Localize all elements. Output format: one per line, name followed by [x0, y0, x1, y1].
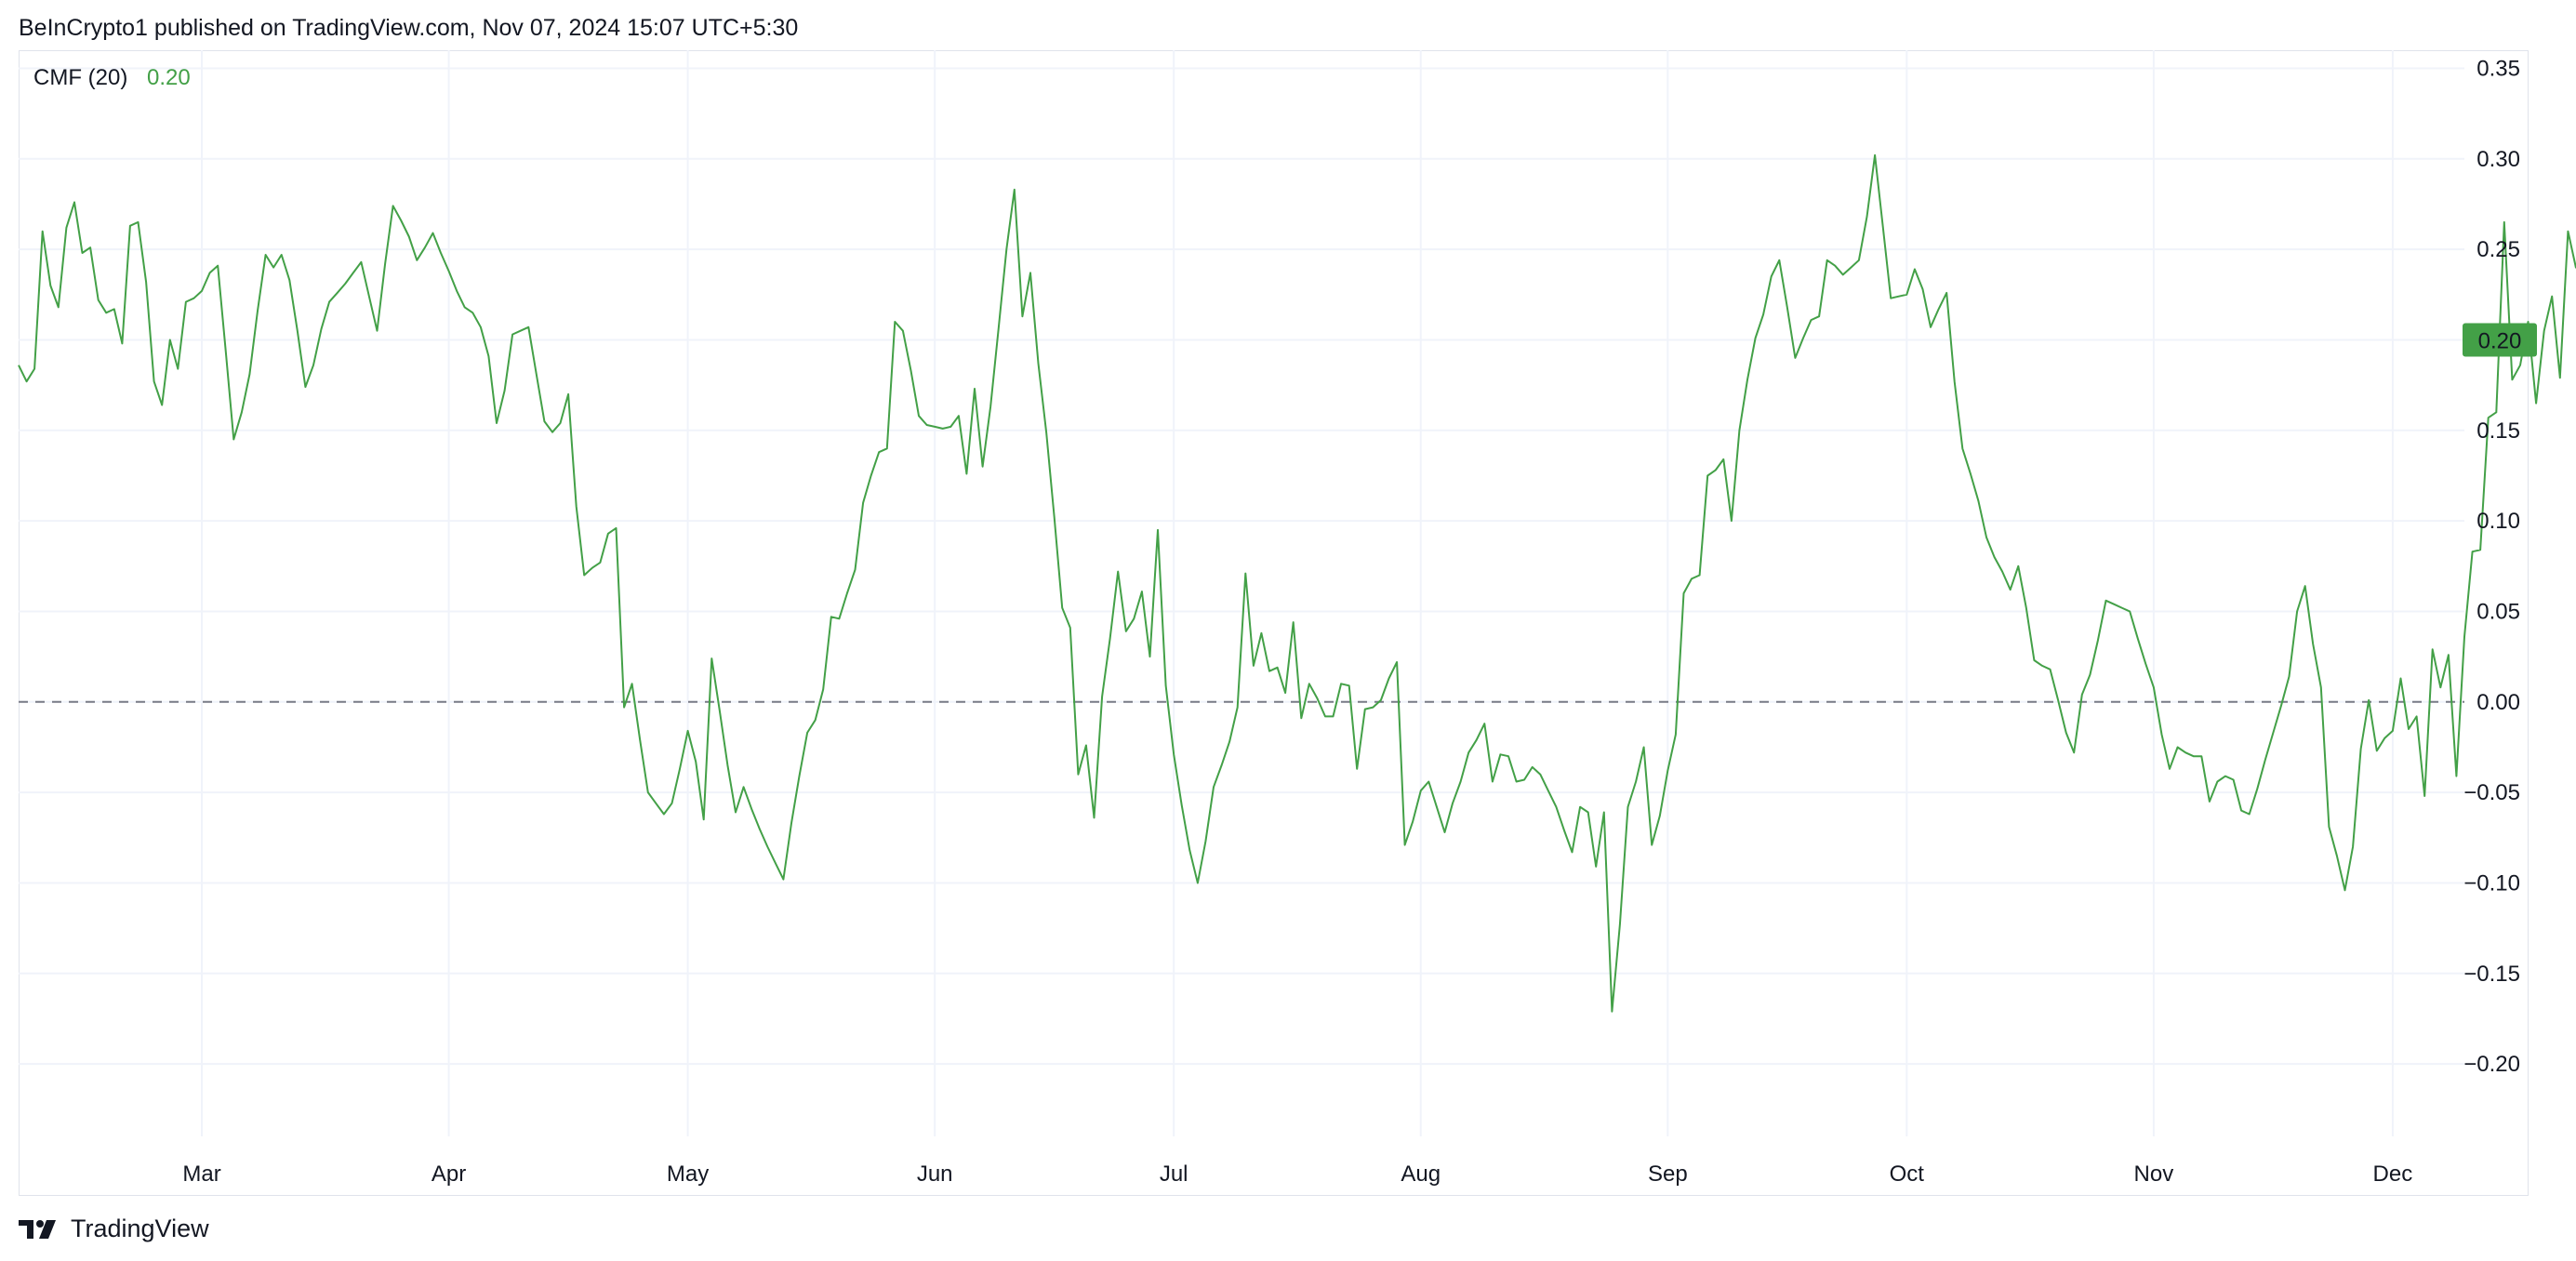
publish-info: BeInCrypto1 published on TradingView.com… — [19, 15, 799, 41]
x-axis-labels: Mar Apr May Jun Jul Aug Sep Oct Nov Dec — [182, 1161, 2412, 1187]
x-tick-label: Jul — [1160, 1161, 1188, 1187]
footer-brand[interactable]: TradingView — [19, 1215, 209, 1243]
y-tick-label: 0.05 — [2476, 599, 2520, 624]
indicator-value: 0.20 — [147, 65, 191, 90]
indicator-name: CMF (20) — [33, 65, 128, 90]
y-tick-label: 0.00 — [2476, 690, 2520, 715]
tradingview-wordmark: TradingView — [71, 1215, 209, 1242]
tradingview-logo-icon — [19, 1219, 56, 1239]
chart-frame — [19, 50, 2529, 1196]
y-tick-label: −0.15 — [2463, 962, 2520, 987]
y-tick-label: 0.10 — [2476, 509, 2520, 534]
y-tick-label: −0.10 — [2463, 870, 2520, 896]
y-tick-label: −0.20 — [2463, 1052, 2520, 1077]
y-tick-label: 0.30 — [2476, 147, 2520, 172]
y-tick-label: 0.35 — [2476, 56, 2520, 81]
y-axis-labels: 0.35 0.30 0.25 0.20 0.15 0.10 0.05 0.00 −0.05 −0.… — [2463, 56, 2520, 1077]
x-tick-label: Nov — [2134, 1161, 2174, 1187]
x-tick-label: Aug — [1401, 1161, 1441, 1187]
x-tick-label: Oct — [1890, 1161, 1925, 1187]
last-value-badge-bg — [2463, 323, 2537, 357]
last-value-badge: 0.20 — [2463, 323, 2537, 357]
x-tick-label: Mar — [182, 1161, 220, 1187]
x-tick-label: Apr — [432, 1161, 466, 1187]
x-tick-label: Sep — [1648, 1161, 1688, 1187]
vertical-gridlines — [201, 50, 2394, 1136]
indicator-legend[interactable]: CMF (20) 0.20 — [33, 65, 191, 91]
x-tick-label: Jun — [917, 1161, 953, 1187]
y-tick-label: 0.15 — [2476, 418, 2520, 444]
cmf-series-line — [18, 153, 2576, 1013]
last-value-badge-text: 0.20 — [2478, 328, 2522, 353]
y-tick-label: −0.05 — [2463, 780, 2520, 805]
x-tick-label: Dec — [2373, 1161, 2413, 1187]
horizontal-gridlines — [19, 67, 2464, 1066]
y-tick-label: 0.25 — [2476, 237, 2520, 262]
x-tick-label: May — [667, 1161, 709, 1187]
